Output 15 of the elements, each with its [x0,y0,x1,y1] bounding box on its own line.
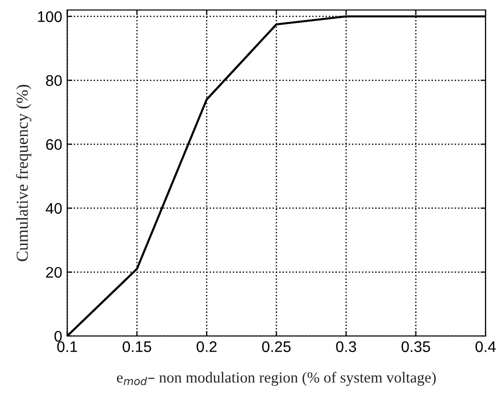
x-tick-label: 0.1 [57,341,78,352]
y-tick-label: 0 [54,330,62,342]
y-tick-label: 40 [46,203,62,214]
x-tick-label: 0.4 [476,341,496,352]
x-tick-label: 0.3 [336,341,356,352]
y-tick-label: 100 [38,11,62,22]
x-axis-title: e$_{mod}$– non modulation region (% of system voltage) [116,372,436,386]
y-tick-label: 20 [46,266,62,278]
x-tick-label: 0.15 [122,341,152,352]
y-tick-label: 60 [46,139,62,150]
x-tick-label: 0.2 [196,341,217,352]
x-tick-label: 0.35 [402,341,430,352]
x-tick-label: 0.25 [262,341,291,352]
y-axis-title: Cumulative frequency (%) [16,84,32,262]
y-tick-label: 80 [46,75,62,86]
